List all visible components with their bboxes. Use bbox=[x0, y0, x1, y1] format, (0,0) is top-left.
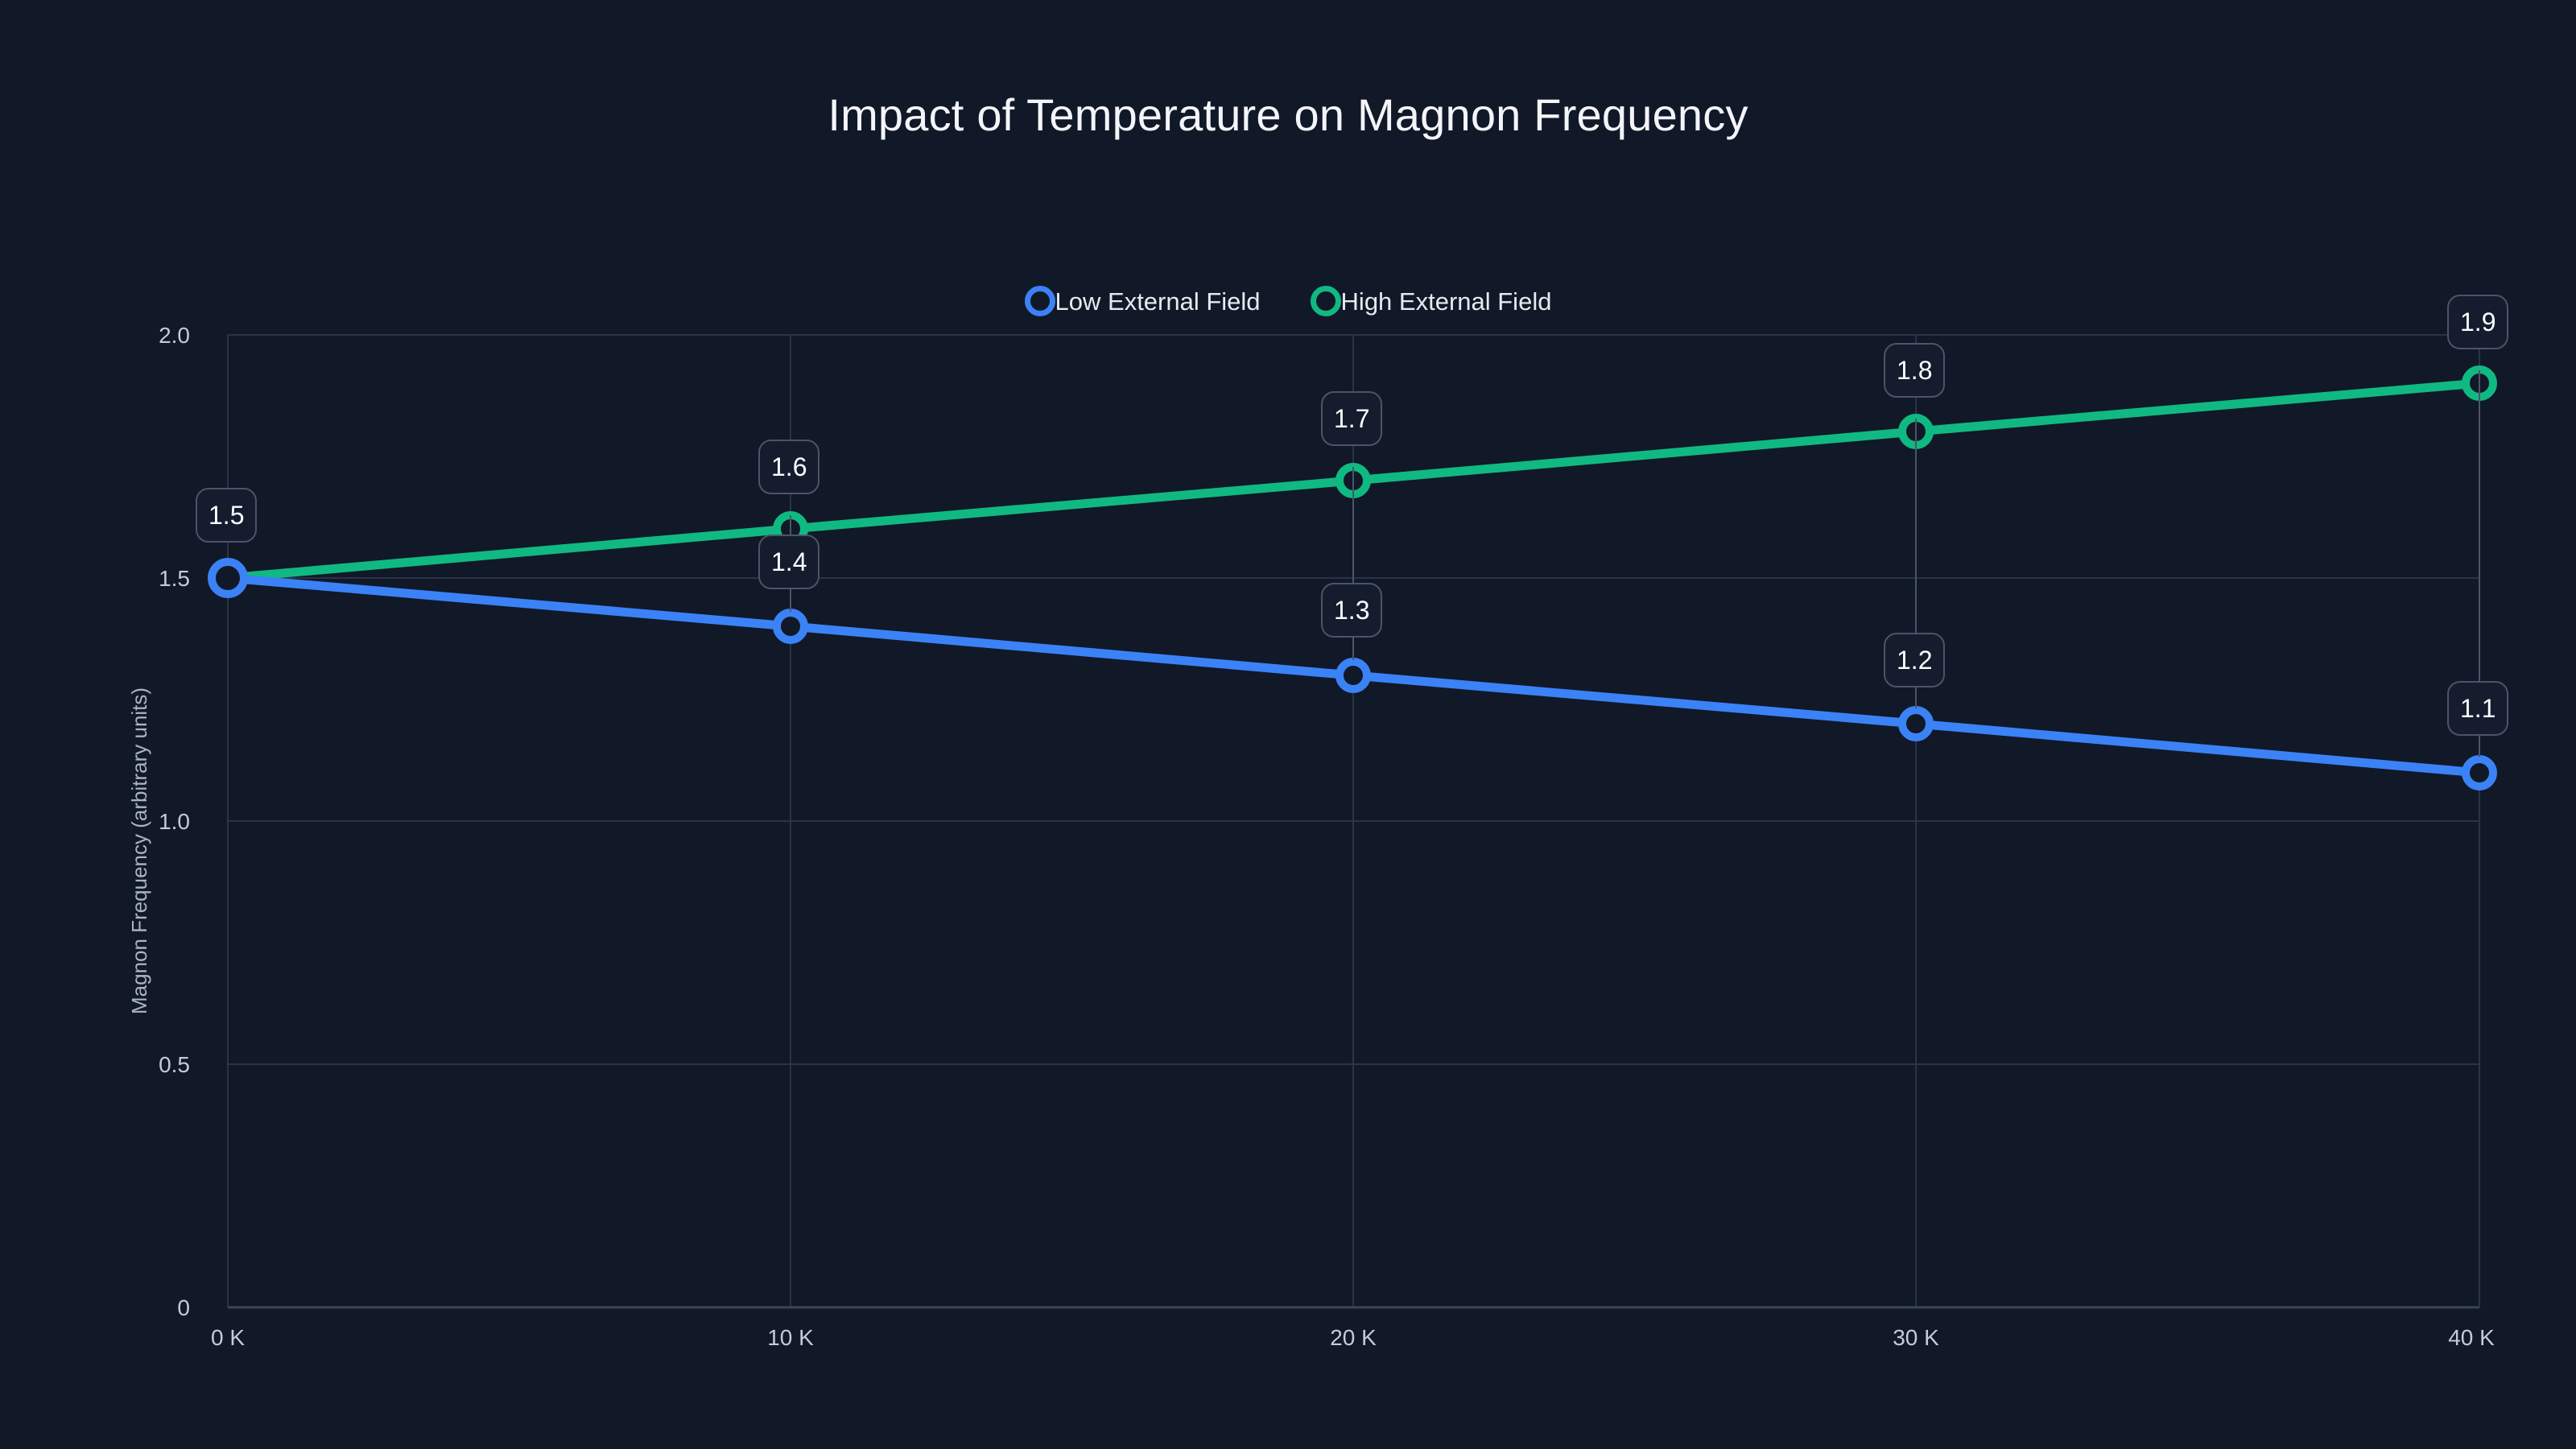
y-tick-label-1-5: 1.5 bbox=[159, 566, 190, 591]
x-tick-label-0k: 0 K bbox=[210, 1325, 246, 1350]
data-label-0k-shared: 1.5 bbox=[196, 488, 258, 543]
legend-label: High External Field bbox=[1340, 287, 1552, 316]
series-markers-low-external-field bbox=[208, 558, 2497, 791]
y-tick-label-0-5: 0.5 bbox=[159, 1052, 190, 1077]
data-point-marker[interactable] bbox=[2462, 755, 2497, 791]
legend-item-high-external-field[interactable]: High External Field bbox=[1310, 286, 1552, 316]
data-label-20k-low: 1.3 bbox=[1321, 583, 1383, 638]
chart-legend: Low External Field High External Field bbox=[0, 286, 2576, 316]
data-label-30k-high: 1.8 bbox=[1884, 343, 1946, 398]
legend-item-low-external-field[interactable]: Low External Field bbox=[1024, 286, 1261, 316]
chart-title: Impact of Temperature on Magnon Frequenc… bbox=[828, 89, 1748, 140]
data-label-20k-high: 1.7 bbox=[1321, 391, 1383, 446]
x-tick-label-20k: 20 K bbox=[1330, 1325, 1377, 1350]
y-axis-title: Magnon Frequency (arbitrary units) bbox=[127, 687, 151, 1014]
data-point-marker[interactable] bbox=[773, 609, 808, 644]
x-tick-label-30k: 30 K bbox=[1893, 1325, 1939, 1350]
y-tick-label-2-0: 2.0 bbox=[159, 323, 190, 348]
data-point-marker[interactable] bbox=[1335, 658, 1371, 693]
legend-marker-circle-icon bbox=[1024, 286, 1055, 316]
x-tick-label-10k: 10 K bbox=[767, 1325, 814, 1350]
legend-marker-circle-icon bbox=[1310, 286, 1341, 316]
data-point-marker[interactable] bbox=[1898, 706, 1934, 741]
data-label-10k-low: 1.4 bbox=[758, 535, 820, 589]
legend-label: Low External Field bbox=[1055, 287, 1261, 316]
series-low-external-field bbox=[208, 558, 2497, 791]
data-label-10k-high: 1.6 bbox=[758, 440, 820, 494]
y-tick-label-0: 0 bbox=[177, 1295, 190, 1320]
data-label-40k-low: 1.1 bbox=[2447, 681, 2509, 736]
data-label-40k-high: 1.9 bbox=[2447, 295, 2509, 349]
data-label-30k-low: 1.2 bbox=[1884, 633, 1946, 687]
y-tick-label-1-0: 1.0 bbox=[159, 809, 190, 834]
x-tick-label-40k: 40 K bbox=[2448, 1325, 2495, 1350]
data-point-marker[interactable] bbox=[208, 558, 248, 598]
